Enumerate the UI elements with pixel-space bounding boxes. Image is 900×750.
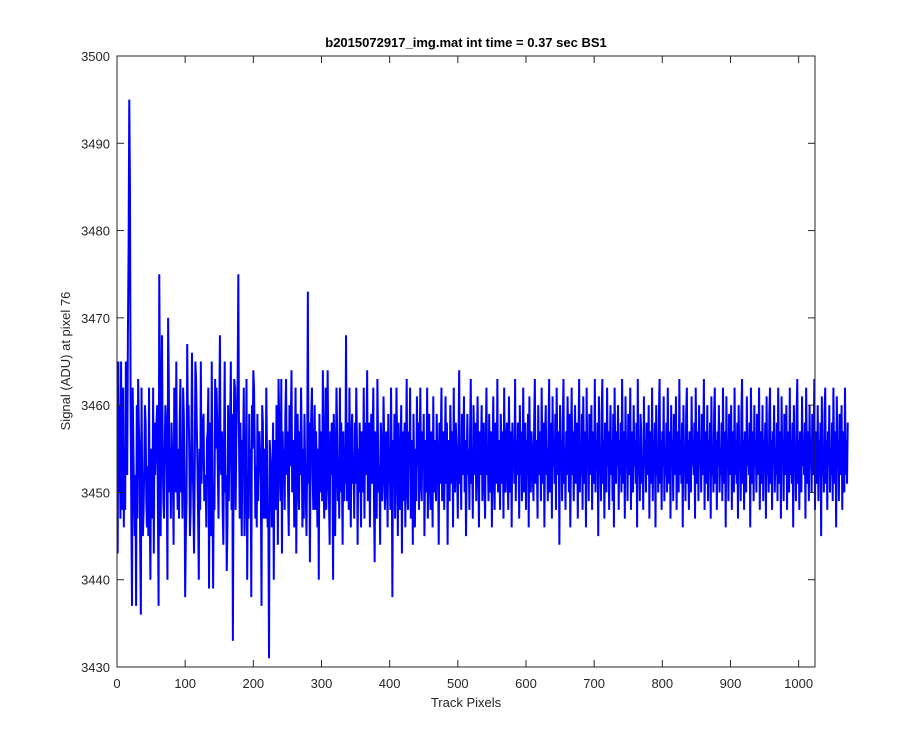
x-tick-label: 600 (515, 676, 537, 691)
y-tick-label: 3430 (81, 660, 110, 675)
x-axis: 0 100 200 300 400 500 600 700 800 900 1000 (113, 56, 813, 691)
plot-area (117, 56, 815, 667)
x-tick-label: 200 (242, 676, 264, 691)
y-axis: 3430 3440 3450 3460 3470 3480 3490 3500 (81, 49, 815, 675)
chart-title: b2015072917_img.mat int time = 0.37 sec … (325, 35, 606, 50)
y-tick-label: 3440 (81, 573, 110, 588)
x-tick-label: 900 (720, 676, 742, 691)
y-tick-label: 3480 (81, 224, 110, 239)
y-tick-label: 3470 (81, 311, 110, 326)
y-tick-label: 3450 (81, 485, 110, 500)
y-tick-label: 3490 (81, 136, 110, 151)
series-layer (116, 99, 849, 659)
x-axis-label: Track Pixels (431, 695, 502, 710)
y-tick-label: 3460 (81, 398, 110, 413)
x-tick-label: 400 (379, 676, 401, 691)
x-tick-label: 500 (447, 676, 469, 691)
x-tick-label: 800 (651, 676, 673, 691)
x-tick-label: 1000 (784, 676, 813, 691)
x-tick-label: 700 (583, 676, 605, 691)
x-tick-label: 300 (311, 676, 333, 691)
x-tick-label: 100 (174, 676, 196, 691)
axes-box (116, 55, 816, 668)
series-line (116, 99, 849, 659)
y-tick-label: 3500 (81, 49, 110, 64)
y-axis-label: Signal (ADU) at pixel 76 (58, 292, 73, 431)
x-tick-label: 0 (113, 676, 120, 691)
